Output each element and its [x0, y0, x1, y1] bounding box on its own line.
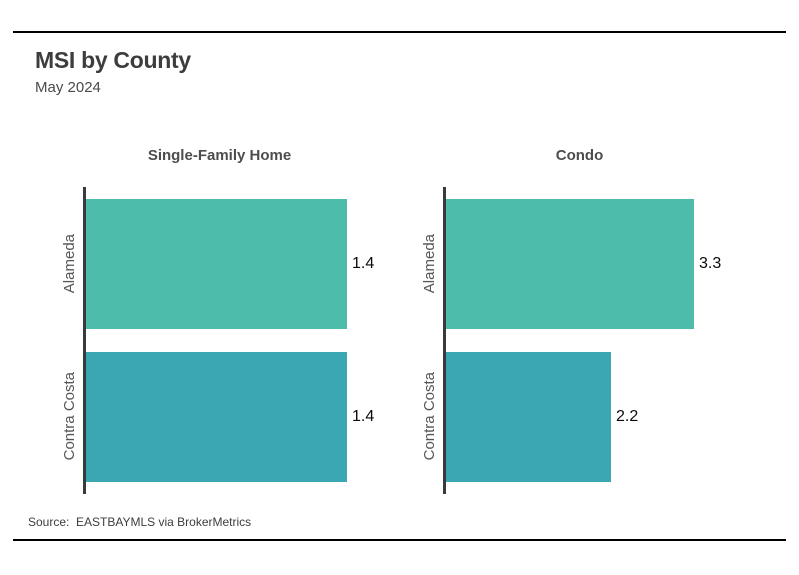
bar-contra-costa: [446, 352, 611, 482]
category-label-contra-costa: Contra Costa: [60, 372, 78, 461]
bar-row: 1.4: [86, 187, 415, 340]
chart-body: Alameda Contra Costa 3.3 2.2: [415, 187, 775, 494]
category-label-contra-costa: Contra Costa: [420, 372, 438, 461]
bar-alameda: [86, 198, 347, 329]
value-label: 1.4: [352, 254, 375, 272]
bottom-divider-line: [13, 539, 786, 541]
bar-row: 1.4: [86, 340, 415, 494]
page-subtitle: May 2024: [35, 79, 101, 96]
bar-row: 3.3: [446, 187, 775, 340]
report-header: MSI by County May 2024: [35, 47, 191, 96]
chart-title: Condo: [555, 147, 604, 164]
y-axis-labels: Alameda Contra Costa: [415, 187, 443, 494]
y-axis-labels: Alameda Contra Costa: [55, 187, 83, 494]
plot-area: 3.3 2.2: [443, 187, 775, 494]
category-label-alameda: Alameda: [60, 233, 78, 294]
value-label: 3.3: [699, 254, 722, 272]
bar-row: 2.2: [446, 340, 775, 494]
plot-area: 1.4 1.4: [83, 187, 415, 494]
top-divider-line: [13, 31, 786, 33]
category-label-alameda: Alameda: [420, 233, 438, 294]
page-title: MSI by County: [35, 47, 191, 73]
charts-row: Single-Family Home Alameda Contra Costa …: [55, 147, 775, 494]
bar-contra-costa: [86, 352, 347, 482]
chart-body: Alameda Contra Costa 1.4 1.4: [55, 187, 415, 494]
chart-single-family-home: Single-Family Home Alameda Contra Costa …: [55, 147, 415, 494]
value-label: 2.2: [616, 408, 639, 425]
chart-condo: Condo Alameda Contra Costa 3.3 2.2: [415, 147, 775, 494]
chart-title: Single-Family Home: [147, 147, 292, 164]
source-attribution: Source: EASTBAYMLS via BrokerMetrics: [28, 515, 252, 529]
value-label: 1.4: [352, 408, 375, 425]
bar-alameda: [446, 198, 694, 329]
